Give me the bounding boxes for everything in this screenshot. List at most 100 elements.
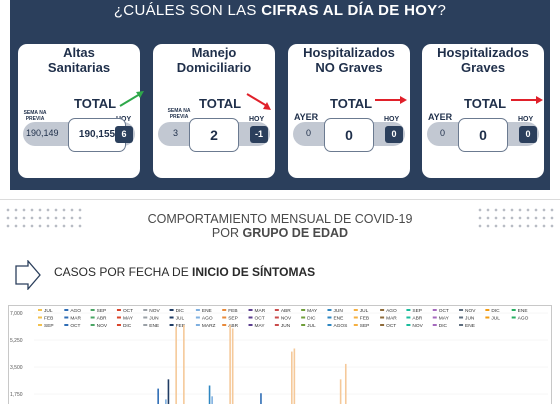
card-title: Manejo Domiciliario <box>176 45 252 75</box>
legend-swatch <box>90 316 95 319</box>
legend-label: JUL <box>307 323 316 329</box>
legend-swatch <box>248 324 253 326</box>
legend-label: FEB <box>360 316 369 322</box>
chart-bar <box>339 379 342 404</box>
legend-swatch <box>432 324 437 326</box>
legend-label: ENE <box>333 316 343 322</box>
legend-swatch <box>274 309 279 311</box>
legend-swatch <box>169 309 174 311</box>
diff-value: 0 <box>519 126 537 143</box>
today-value: 0 <box>324 118 374 152</box>
summary-panel: ¿CUÁLES SON LAS CIFRAS AL DÍA DE HOY? Al… <box>10 0 550 190</box>
legend-swatch <box>353 309 358 311</box>
legend-swatch <box>301 324 306 326</box>
legend-swatch <box>301 316 306 319</box>
card-total-label: TOTAL <box>330 96 373 111</box>
legend-label: JUN <box>333 308 343 314</box>
legend-swatch <box>327 309 332 311</box>
card-hospitalizados-graves: Hospitalizados Graves TOTAL AYER HOY 0 0… <box>422 44 544 178</box>
legend-swatch <box>248 316 253 319</box>
diff-value: -1 <box>250 126 268 143</box>
y-tick-label: 1,750 <box>10 392 23 398</box>
legend-label: MARZ <box>202 323 216 329</box>
ayer-label: AYER <box>294 112 319 122</box>
legend-label: MAR <box>255 308 266 314</box>
chart-bar <box>175 326 177 404</box>
legend-label: ENE <box>202 308 212 314</box>
legend-label: MAY <box>307 308 318 314</box>
card-title: Hospitalizados NO Graves <box>303 45 395 75</box>
chart-bar <box>183 325 185 404</box>
casos-heading: CASOS POR FECHA DE INICIO DE SÍNTOMAS <box>54 265 316 279</box>
hoy-label: HOY <box>518 116 534 123</box>
chart-bar <box>344 363 347 404</box>
diff-value: 6 <box>115 126 133 143</box>
legend-swatch <box>380 309 385 311</box>
legend-swatch <box>406 316 411 319</box>
legend-swatch <box>432 316 437 319</box>
legend-label: JUL <box>360 308 369 314</box>
legend-label: DIC <box>176 308 185 314</box>
legend-swatch <box>64 309 69 311</box>
legend-label: OCT <box>70 323 80 329</box>
legend-label: NOV <box>281 316 292 322</box>
legend-label: SEP <box>44 323 54 329</box>
card-altas-sanitarias: Altas Sanitarias TOTAL SEMA NA PREVIA HO… <box>18 44 144 178</box>
legend-swatch <box>143 316 148 319</box>
legend-swatch <box>195 324 200 326</box>
legend-label: ENE <box>149 323 159 329</box>
legend-label: ABR <box>228 323 238 329</box>
legend-label: AGO <box>518 316 529 322</box>
legend-swatch <box>301 309 306 311</box>
legend-swatch <box>406 309 411 311</box>
legend-label: MAR <box>386 316 397 322</box>
legend-swatch <box>38 316 42 319</box>
legend-label: OCT <box>386 323 396 329</box>
legend-label: MAY <box>439 316 450 322</box>
legend-swatch <box>353 324 358 326</box>
legend-swatch <box>90 324 95 326</box>
legend-swatch <box>222 316 227 319</box>
legend-swatch <box>327 316 332 319</box>
chart-bar <box>291 351 293 404</box>
legend-swatch <box>195 316 200 319</box>
chart-bar <box>231 328 234 404</box>
legend-swatch <box>169 324 174 326</box>
legend-label: JUN <box>465 316 475 322</box>
legend-label: JUL <box>491 316 500 322</box>
legend-swatch <box>459 316 464 319</box>
legend-label: DIC <box>123 323 132 329</box>
legend-label: JUN <box>281 323 291 329</box>
legend-swatch <box>90 309 95 311</box>
legend-label: FEB <box>44 316 53 322</box>
legend-label: SEP <box>228 316 238 322</box>
legend-swatch <box>380 324 385 326</box>
legend-label: OCT <box>439 308 449 314</box>
legend-swatch <box>38 324 42 326</box>
divider <box>0 199 560 200</box>
legend-swatch <box>116 316 121 319</box>
legend-label: MAY <box>123 316 134 322</box>
legend-swatch <box>64 316 69 319</box>
chart-bar <box>165 399 167 404</box>
card-manejo-domiciliario: Manejo Domiciliario TOTAL SEMA NA PREVIA… <box>153 44 275 178</box>
hoy-label: HOY <box>384 116 400 123</box>
legend-label: NOV <box>412 323 423 329</box>
section-title: COMPORTAMIENTO MENSUAL DE COVID-19 POR G… <box>147 212 413 240</box>
card-title: Hospitalizados Graves <box>437 45 529 75</box>
y-tick-label: 3,500 <box>10 365 23 371</box>
legend-label: FEB <box>176 323 185 329</box>
legend-label: FEB <box>228 308 237 314</box>
legend-label: AGO <box>202 316 213 322</box>
legend-label: DIC <box>439 323 448 329</box>
banner-title: ¿CUÁLES SON LAS CIFRAS AL DÍA DE HOY? <box>113 2 447 19</box>
chart-frame <box>8 305 552 404</box>
legend-swatch <box>274 324 279 326</box>
legend-label: OCT <box>255 316 265 322</box>
legend-swatch <box>222 324 227 326</box>
hoy-label: HOY <box>249 116 265 123</box>
card-total-label: TOTAL <box>199 96 242 111</box>
legend-swatch <box>485 309 490 311</box>
legend-swatch <box>353 316 358 319</box>
legend-label: ENE <box>465 323 475 329</box>
